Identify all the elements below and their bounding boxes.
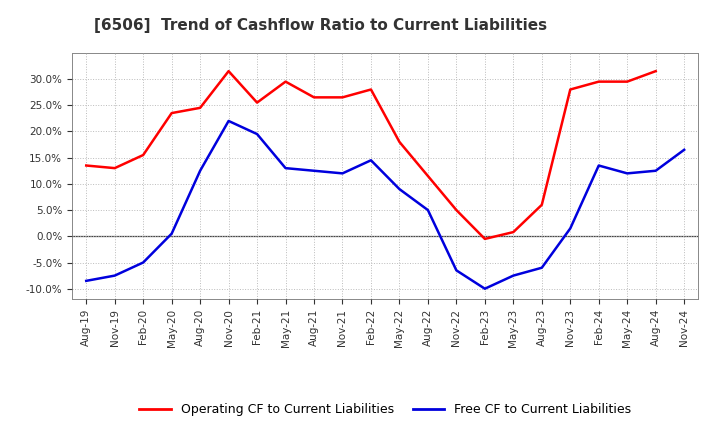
Legend: Operating CF to Current Liabilities, Free CF to Current Liabilities: Operating CF to Current Liabilities, Fre…: [135, 398, 636, 421]
Text: [6506]  Trend of Cashflow Ratio to Current Liabilities: [6506] Trend of Cashflow Ratio to Curren…: [94, 18, 546, 33]
